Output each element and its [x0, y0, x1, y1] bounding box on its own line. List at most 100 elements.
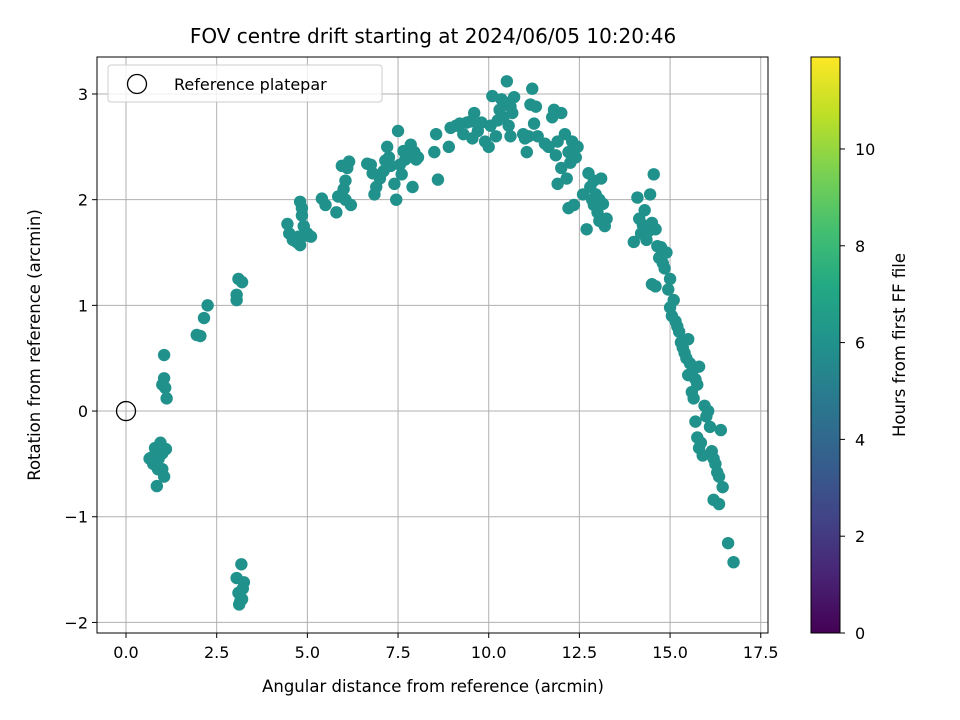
data-point: [507, 90, 521, 104]
data-point: [631, 191, 644, 204]
data-point: [409, 153, 423, 166]
legend-reference-marker: [126, 73, 148, 95]
colorbar-tick-label: 6: [855, 334, 865, 353]
data-point: [236, 582, 250, 595]
data-point: [527, 117, 541, 130]
x-axis-ticks: 0.0 2.5 5.0 7.5 10.0 12.5 15.0 17.5: [113, 633, 779, 662]
x-tick-label: 17.5: [743, 643, 779, 662]
data-point: [627, 235, 640, 249]
data-point: [682, 368, 695, 382]
data-point: [153, 445, 166, 458]
data-point: [638, 204, 651, 217]
data-point: [335, 159, 349, 173]
y-tick-label: 1: [78, 296, 88, 315]
y-tick-label: 2: [78, 191, 88, 210]
data-point: [339, 174, 352, 187]
data-point: [156, 378, 169, 391]
data-point: [649, 280, 662, 293]
data-point: [522, 130, 535, 143]
data-point: [150, 479, 164, 493]
colorbar-tick-label: 0: [855, 624, 865, 643]
colorbar-title: Hours from first FF file: [890, 253, 909, 437]
data-point: [526, 82, 539, 95]
data-point: [157, 348, 171, 362]
data-point: [667, 293, 680, 307]
data-point: [384, 159, 397, 173]
data-point: [593, 214, 606, 228]
y-tick-label: 0: [78, 402, 88, 421]
data-point: [569, 151, 582, 164]
data-point: [194, 329, 207, 343]
data-point: [687, 392, 700, 405]
x-tick-label: 12.5: [562, 643, 598, 662]
y-axis-title: Rotation from reference (arcmin): [25, 209, 44, 481]
data-point: [506, 106, 519, 120]
colorbar-tick-label: 8: [855, 237, 865, 256]
data-point: [542, 140, 555, 154]
data-point: [672, 325, 686, 338]
data-point: [649, 223, 662, 236]
data-point: [520, 145, 534, 159]
data-point: [502, 119, 515, 132]
reference-platepar-marker: [115, 400, 137, 422]
data-point: [580, 223, 593, 236]
data-point: [197, 311, 211, 325]
data-point: [692, 360, 706, 373]
data-point: [232, 598, 246, 611]
data-point: [658, 262, 671, 275]
reference-marker-layer: [115, 400, 137, 422]
data-point: [442, 140, 456, 154]
data-point: [230, 571, 243, 585]
data-point: [281, 217, 294, 231]
data-point: [431, 173, 445, 186]
data-point: [399, 153, 412, 166]
data-point: [339, 193, 352, 206]
data-point: [721, 536, 735, 550]
data-point: [235, 275, 249, 289]
data-point: [689, 415, 702, 428]
data-point: [290, 235, 303, 249]
data-point: [482, 140, 495, 154]
data-point: [529, 100, 543, 113]
data-point: [380, 140, 394, 154]
x-tick-label: 15.0: [652, 643, 688, 662]
x-tick-label: 10.0: [471, 643, 507, 662]
x-axis-title: Angular distance from reference (arcmin): [262, 677, 604, 696]
data-point: [500, 75, 514, 88]
data-point: [388, 177, 401, 191]
data-point: [647, 168, 660, 181]
legend: Reference platepar: [107, 64, 383, 103]
data-point: [489, 130, 503, 143]
data-point: [299, 229, 312, 242]
data-point: [319, 198, 332, 212]
data-point: [406, 180, 419, 194]
data-point: [660, 246, 673, 259]
data-point: [703, 420, 717, 434]
colorbar-ticks: 0 2 4 6 8 10: [840, 140, 875, 643]
data-point: [571, 140, 584, 154]
data-point: [596, 197, 610, 211]
data-point: [560, 172, 573, 185]
data-point: [594, 172, 608, 185]
legend-box: [107, 64, 383, 103]
data-point: [391, 124, 405, 138]
x-tick-label: 7.5: [385, 643, 410, 662]
data-point: [390, 193, 403, 206]
y-tick-label: −1: [64, 508, 88, 527]
data-point: [504, 130, 517, 143]
plot-area-frame: [96, 56, 769, 634]
data-point: [712, 497, 726, 511]
data-point: [662, 283, 675, 296]
y-tick-label: −2: [64, 613, 88, 632]
colorbar-tick-label: 10: [855, 140, 875, 159]
data-point: [716, 480, 729, 494]
data-point: [682, 332, 695, 346]
data-point: [727, 555, 740, 569]
x-tick-label: 2.5: [204, 643, 229, 662]
data-point: [428, 145, 441, 159]
data-point: [663, 272, 677, 286]
data-point: [714, 423, 728, 437]
data-point: [201, 299, 214, 312]
data-point: [429, 127, 443, 141]
